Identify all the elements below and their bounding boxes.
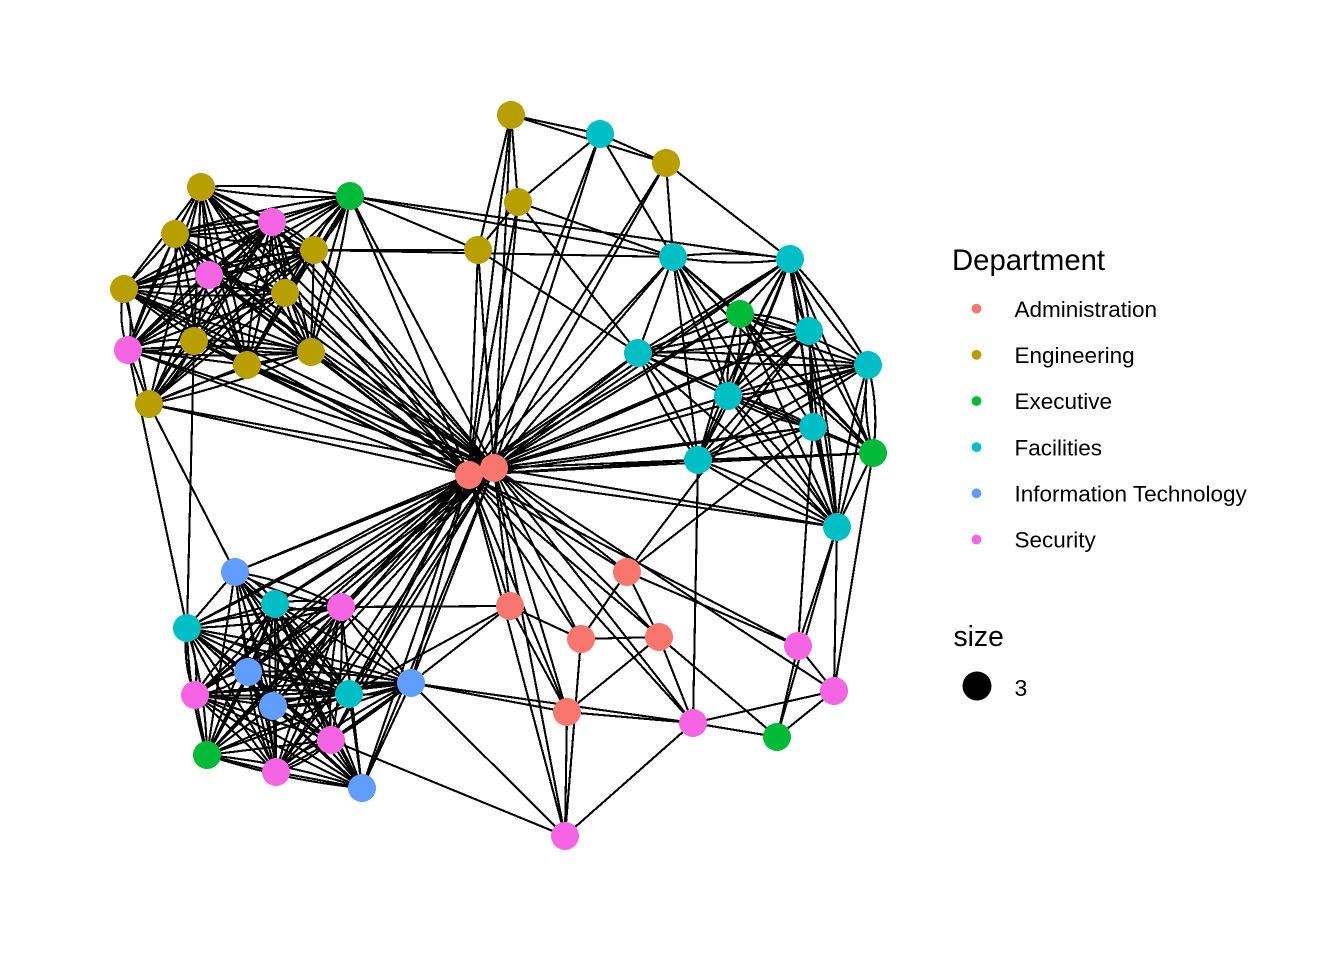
svg-text:Information Technology: Information Technology	[1015, 482, 1248, 507]
svg-text:Department: Department	[952, 244, 1105, 277]
svg-text:Executive: Executive	[1015, 389, 1113, 414]
svg-text:Administration: Administration	[1015, 297, 1158, 322]
svg-text:Engineering: Engineering	[1015, 343, 1135, 368]
svg-text:Security: Security	[1015, 528, 1097, 553]
svg-text:Facilities: Facilities	[1015, 435, 1103, 460]
svg-text:3: 3	[1015, 675, 1028, 701]
svg-text:size: size	[954, 620, 1004, 652]
